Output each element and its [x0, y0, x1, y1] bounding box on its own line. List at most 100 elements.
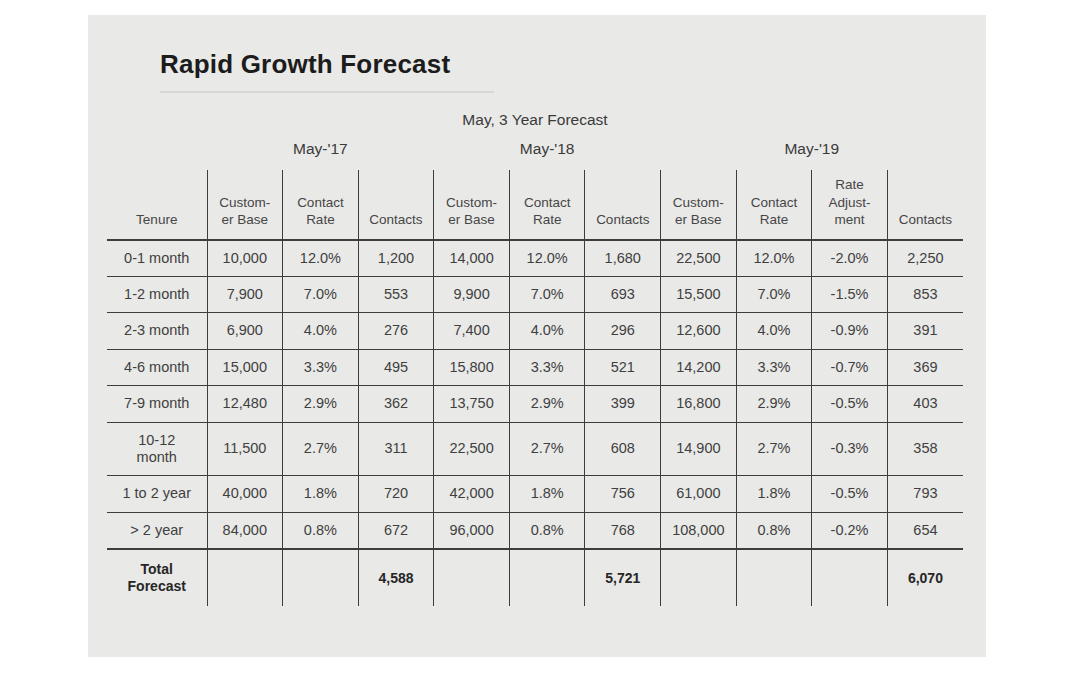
value-cell: -2.0% [812, 240, 888, 277]
value-cell: 1.8% [283, 476, 359, 512]
value-cell: 108,000 [661, 512, 737, 549]
value-cell: 2.7% [283, 422, 359, 476]
table-row: 7-9 month12,4802.9%36213,7502.9%39916,80… [107, 386, 963, 422]
value-cell: -0.7% [812, 349, 888, 385]
value-cell: 403 [887, 386, 963, 422]
value-cell: 853 [887, 277, 963, 313]
value-cell: 399 [585, 386, 661, 422]
column-header-tenure: Tenure [107, 170, 207, 240]
column-header-customer-base-17: Custom- er Base [207, 170, 283, 240]
value-cell: -0.5% [812, 386, 888, 422]
table-row: 2-3 month6,9004.0%2767,4004.0%29612,6004… [107, 313, 963, 349]
value-cell: 358 [887, 422, 963, 476]
column-header-contact-rate-19: Contact Rate [736, 170, 812, 240]
total-contacts-17: 4,588 [358, 549, 434, 606]
total-forecast-label: Total Forecast [107, 549, 207, 606]
column-header-row: Tenure Custom- er Base Contact Rate Cont… [107, 170, 963, 240]
tenure-cell: 4-6 month [107, 349, 207, 385]
value-cell: 61,000 [661, 476, 737, 512]
value-cell: 756 [585, 476, 661, 512]
year-header-may17: May-'17 [207, 131, 434, 170]
value-cell: 7,900 [207, 277, 283, 313]
value-cell: 7.0% [283, 277, 359, 313]
column-header-rate-adjustment-19: Rate Adjust- ment [812, 170, 888, 240]
value-cell: 14,900 [661, 422, 737, 476]
value-cell: 0.8% [509, 512, 585, 549]
value-cell: 12.0% [283, 240, 359, 277]
column-header-contacts-17: Contacts [358, 170, 434, 240]
value-cell: 22,500 [661, 240, 737, 277]
tenure-cell: 10-12 month [107, 422, 207, 476]
value-cell: 14,200 [661, 349, 737, 385]
page: Rapid Growth Forecast May, 3 Year Foreca… [0, 0, 1080, 675]
value-cell: 40,000 [207, 476, 283, 512]
year-header-may18: May-'18 [434, 131, 661, 170]
year-header-row: May-'17 May-'18 May-'19 [107, 131, 963, 170]
value-cell: 9,900 [434, 277, 510, 313]
column-header-contacts-18: Contacts [585, 170, 661, 240]
total-cell [736, 549, 812, 606]
table-row: 10-12 month11,5002.7%31122,5002.7%60814,… [107, 422, 963, 476]
value-cell: 2.9% [509, 386, 585, 422]
value-cell: 15,000 [207, 349, 283, 385]
value-cell: 0.8% [283, 512, 359, 549]
value-cell: 608 [585, 422, 661, 476]
value-cell: 369 [887, 349, 963, 385]
value-cell: 2.9% [736, 386, 812, 422]
value-cell: -0.5% [812, 476, 888, 512]
value-cell: 1,680 [585, 240, 661, 277]
value-cell: 391 [887, 313, 963, 349]
value-cell: 3.3% [736, 349, 812, 385]
table-row: 1 to 2 year40,0001.8%72042,0001.8%75661,… [107, 476, 963, 512]
value-cell: 362 [358, 386, 434, 422]
value-cell: 296 [585, 313, 661, 349]
value-cell: 3.3% [283, 349, 359, 385]
value-cell: 2.7% [736, 422, 812, 476]
value-cell: 1.8% [509, 476, 585, 512]
table-subtitle: May, 3 Year Forecast [107, 111, 963, 129]
value-cell: 495 [358, 349, 434, 385]
value-cell: 4.0% [283, 313, 359, 349]
column-header-contacts-19: Contacts [887, 170, 963, 240]
table-row: 4-6 month15,0003.3%49515,8003.3%52114,20… [107, 349, 963, 385]
value-cell: 15,800 [434, 349, 510, 385]
page-title: Rapid Growth Forecast [160, 49, 986, 80]
tenure-cell: 2-3 month [107, 313, 207, 349]
value-cell: 1.8% [736, 476, 812, 512]
value-cell: 11,500 [207, 422, 283, 476]
value-cell: 768 [585, 512, 661, 549]
value-cell: 12,600 [661, 313, 737, 349]
value-cell: 96,000 [434, 512, 510, 549]
value-cell: 720 [358, 476, 434, 512]
value-cell: 7,400 [434, 313, 510, 349]
value-cell: 2,250 [887, 240, 963, 277]
value-cell: 4.0% [736, 313, 812, 349]
value-cell: 84,000 [207, 512, 283, 549]
value-cell: 693 [585, 277, 661, 313]
value-cell: 654 [887, 512, 963, 549]
value-cell: 793 [887, 476, 963, 512]
table-row: 0-1 month10,00012.0%1,20014,00012.0%1,68… [107, 240, 963, 277]
value-cell: 2.7% [509, 422, 585, 476]
value-cell: 7.0% [509, 277, 585, 313]
tenure-cell: 1-2 month [107, 277, 207, 313]
value-cell: 7.0% [736, 277, 812, 313]
value-cell: -1.5% [812, 277, 888, 313]
column-header-customer-base-18: Custom- er Base [434, 170, 510, 240]
value-cell: 15,500 [661, 277, 737, 313]
total-cell [509, 549, 585, 606]
year-header-spacer [107, 131, 207, 170]
total-forecast-row: Total Forecast 4,588 5,721 6,070 [107, 549, 963, 606]
value-cell: 2.9% [283, 386, 359, 422]
tenure-cell: 7-9 month [107, 386, 207, 422]
forecast-table: May-'17 May-'18 May-'19 Tenure Custom- e… [107, 131, 963, 606]
total-cell [283, 549, 359, 606]
value-cell: 12.0% [509, 240, 585, 277]
value-cell: 6,900 [207, 313, 283, 349]
value-cell: -0.2% [812, 512, 888, 549]
total-cell [434, 549, 510, 606]
value-cell: -0.9% [812, 313, 888, 349]
total-cell [661, 549, 737, 606]
value-cell: 672 [358, 512, 434, 549]
value-cell: 10,000 [207, 240, 283, 277]
